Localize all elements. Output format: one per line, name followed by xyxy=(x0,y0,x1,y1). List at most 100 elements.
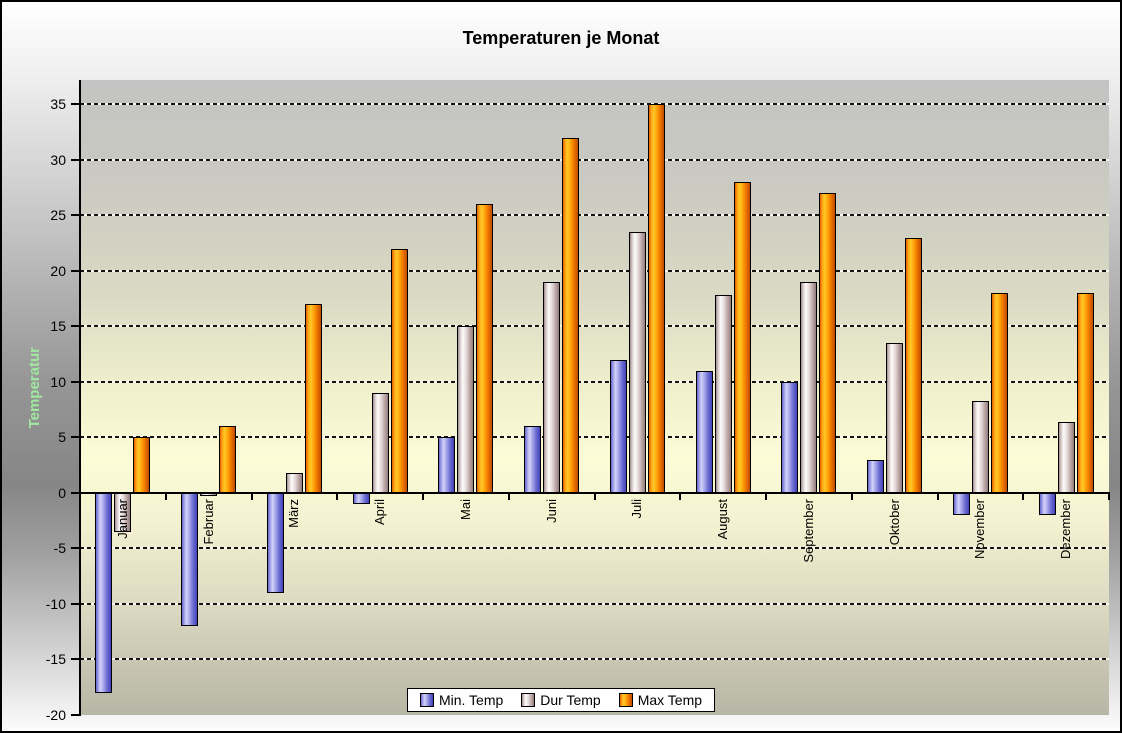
gridline xyxy=(80,380,1109,383)
bar-dur-september xyxy=(800,282,818,493)
gridline xyxy=(80,214,1109,217)
bar-min-oktober xyxy=(867,459,885,493)
y-tick-mark xyxy=(71,380,79,383)
x-tick-mark xyxy=(79,491,81,500)
bar-min-märz xyxy=(266,492,284,593)
x-axis-line xyxy=(80,492,1109,494)
legend-swatch-max xyxy=(618,693,633,707)
x-tick-label-juni: Juni xyxy=(543,498,559,523)
x-tick-mark xyxy=(1022,491,1025,500)
x-tick-label-oktober: Oktober xyxy=(886,498,902,546)
y-tick-label: 35 xyxy=(50,96,66,113)
y-tick-mark xyxy=(71,658,79,661)
bar-min-januar xyxy=(95,492,113,693)
bar-max-februar xyxy=(219,426,237,493)
bar-min-april xyxy=(352,492,370,505)
bar-max-juni xyxy=(562,137,580,493)
x-tick-mark xyxy=(936,491,939,500)
plot-area xyxy=(80,80,1109,715)
x-tick-mark xyxy=(336,491,339,500)
x-tick-label-april: April xyxy=(372,498,388,525)
y-tick-label: 30 xyxy=(50,151,66,168)
bar-dur-november xyxy=(971,400,989,493)
legend-item-min: Min. Temp xyxy=(419,692,504,708)
x-tick-label-september: September xyxy=(800,498,816,563)
bar-max-august xyxy=(733,182,751,493)
bar-dur-dezember xyxy=(1057,421,1075,493)
bar-max-dezember xyxy=(1076,293,1094,493)
y-tick-label: 5 xyxy=(58,429,66,446)
bar-min-februar xyxy=(181,492,199,627)
y-tick-mark xyxy=(71,436,79,439)
y-tick-label: -20 xyxy=(45,707,66,723)
bar-max-märz xyxy=(304,304,322,493)
x-tick-label-dezember: Dezember xyxy=(1058,498,1074,559)
gridline xyxy=(80,658,1109,661)
x-tick-label-januar: Januar xyxy=(114,498,130,539)
y-tick-mark xyxy=(71,602,79,605)
y-tick-label: -5 xyxy=(53,540,66,557)
y-axis-line xyxy=(79,80,81,716)
bar-dur-mai xyxy=(457,326,475,493)
x-tick-mark xyxy=(765,491,767,500)
x-tick-label-februar: Februar xyxy=(200,498,216,545)
y-tick-mark xyxy=(71,214,79,217)
gridline xyxy=(80,158,1109,161)
chart-title: Temperaturen je Monat xyxy=(462,28,660,48)
x-tick-label-november: November xyxy=(972,498,988,559)
y-tick-label: 20 xyxy=(50,262,66,279)
y-tick-label: -15 xyxy=(45,651,66,668)
x-tick-mark xyxy=(679,491,682,500)
bar-dur-juli xyxy=(628,232,646,493)
bar-max-oktober xyxy=(905,237,923,493)
gridline xyxy=(80,103,1109,106)
bar-max-januar xyxy=(133,437,151,493)
x-tick-label-juli: Juli xyxy=(629,498,645,519)
x-tick-label-märz: März xyxy=(286,498,302,528)
bar-max-mai xyxy=(476,204,494,493)
x-tick-mark xyxy=(1108,491,1110,500)
x-tick-mark xyxy=(850,491,853,500)
y-tick-label: 15 xyxy=(50,318,66,335)
x-tick-mark xyxy=(422,491,424,500)
legend-swatch-dur xyxy=(521,693,536,707)
y-tick-label: 0 xyxy=(58,484,66,501)
x-tick-mark xyxy=(250,491,253,500)
bar-min-juli xyxy=(609,359,627,493)
gridline xyxy=(80,325,1109,328)
gridline xyxy=(80,269,1109,272)
x-tick-label-august: August xyxy=(715,498,731,540)
bar-min-mai xyxy=(438,437,456,493)
bar-min-november xyxy=(952,492,970,516)
legend-label-max: Max Temp xyxy=(637,692,703,708)
y-tick-mark xyxy=(71,269,79,272)
bar-dur-oktober xyxy=(886,343,904,493)
bar-max-november xyxy=(990,293,1008,493)
y-tick-label: 25 xyxy=(50,207,66,224)
bar-max-juli xyxy=(647,104,665,493)
legend-swatch-min xyxy=(419,693,434,707)
x-tick-mark xyxy=(164,491,167,500)
gridline xyxy=(80,602,1109,605)
y-tick-mark xyxy=(71,103,79,106)
bar-min-august xyxy=(695,370,713,493)
y-tick-label: -10 xyxy=(45,595,66,612)
bar-max-september xyxy=(819,193,837,493)
x-tick-label-mai: Mai xyxy=(457,498,473,520)
gridline xyxy=(80,436,1109,439)
bar-min-dezember xyxy=(1038,492,1056,516)
y-tick-mark xyxy=(71,158,79,161)
bar-max-april xyxy=(390,248,408,493)
x-tick-mark xyxy=(593,491,596,500)
bar-dur-august xyxy=(714,295,732,493)
y-tick-mark xyxy=(71,547,79,550)
bar-dur-juni xyxy=(543,282,561,493)
bar-min-september xyxy=(781,381,799,493)
legend-label-dur: Dur Temp xyxy=(540,692,601,708)
gridline xyxy=(80,547,1109,550)
bar-dur-märz xyxy=(285,472,303,493)
y-tick-mark xyxy=(71,325,79,328)
legend: Min. Temp Dur Temp Max Temp xyxy=(2,688,1120,712)
legend-label-min: Min. Temp xyxy=(438,692,504,708)
